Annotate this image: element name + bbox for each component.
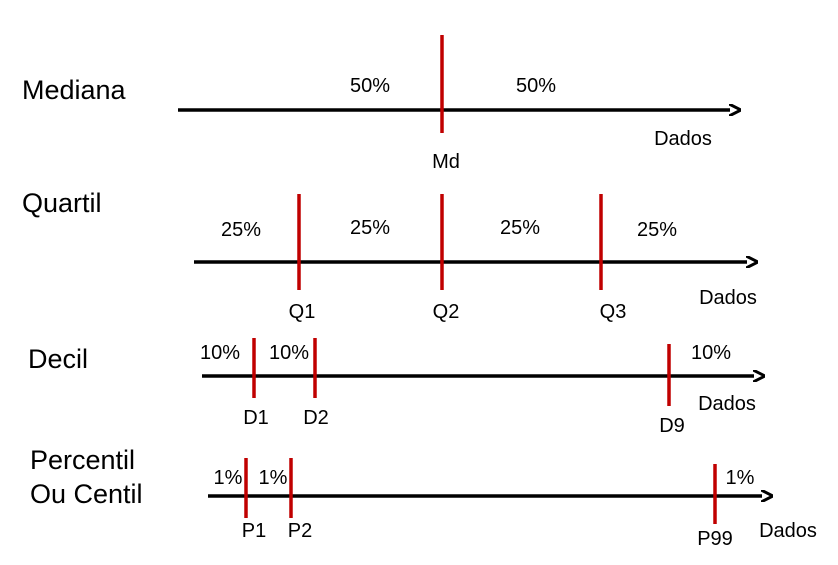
marker-label-p99: P99 — [697, 528, 733, 550]
marker-label-q2: Q2 — [433, 301, 460, 323]
axis-label-decil: Dados — [698, 393, 756, 415]
percent-label-decil-3: 10% — [691, 342, 731, 364]
marker-label-p2: P2 — [288, 520, 312, 542]
marker-label-d1: D1 — [243, 407, 269, 429]
row-title-percentil-line2: Ou Centil — [30, 479, 143, 509]
axis-label-percentil: Dados — [759, 520, 817, 542]
row-title-quartil: Quartil — [22, 188, 102, 218]
percent-label-quartil-2: 25% — [350, 217, 390, 239]
row-title-mediana: Mediana — [22, 75, 127, 105]
percent-label-quartil-1: 25% — [221, 219, 261, 241]
marker-label-d9: D9 — [659, 415, 685, 437]
row-percentil: Percentil Ou Centil 1% 1% 1% P1 P2 P99 D… — [30, 445, 817, 550]
percent-label-mediana-1: 50% — [350, 75, 390, 97]
row-title-decil: Decil — [28, 344, 88, 374]
row-quartil: Quartil 25% 25% 25% 25% Q1 Q2 Q3 Dados — [22, 188, 757, 323]
marker-label-q3: Q3 — [600, 301, 627, 323]
percent-label-percentil-2: 1% — [259, 467, 288, 489]
marker-label-md: Md — [432, 151, 460, 173]
axis-label-mediana: Dados — [654, 128, 712, 150]
axis-label-quartil: Dados — [699, 287, 757, 309]
percent-label-mediana-2: 50% — [516, 75, 556, 97]
percent-label-decil-2: 10% — [269, 342, 309, 364]
percent-label-quartil-3: 25% — [500, 217, 540, 239]
row-mediana: Mediana 50% 50% Md Dados — [22, 35, 730, 173]
marker-label-p1: P1 — [242, 520, 266, 542]
row-title-percentil-line1: Percentil — [30, 445, 135, 475]
percent-label-percentil-3: 1% — [726, 467, 755, 489]
percent-label-decil-1: 10% — [200, 342, 240, 364]
percent-label-percentil-1: 1% — [214, 467, 243, 489]
marker-label-d2: D2 — [303, 407, 329, 429]
percent-label-quartil-4: 25% — [637, 219, 677, 241]
marker-label-q1: Q1 — [289, 301, 316, 323]
row-decil: Decil 10% 10% 10% D1 D2 D9 Dados — [28, 338, 756, 437]
